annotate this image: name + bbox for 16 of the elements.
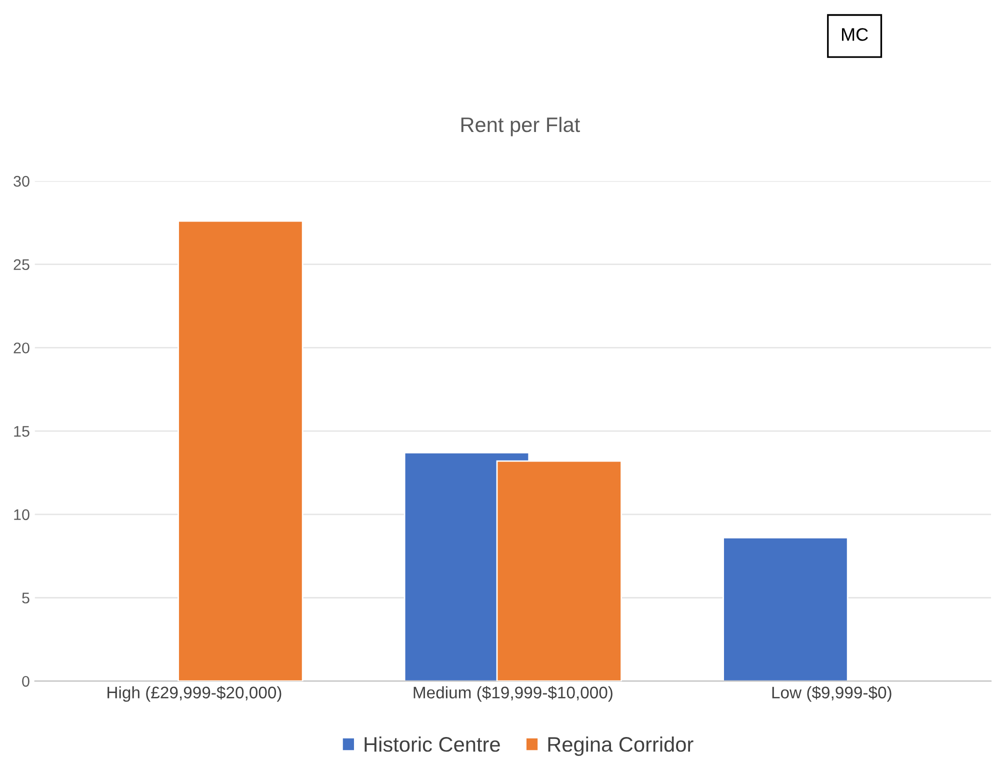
y-tick-label: 0 (22, 676, 30, 687)
x-tick-label: Low ($9,999-$0) (772, 686, 892, 702)
y-tick-label: 30 (14, 176, 30, 187)
legend-label: Regina Corridor (548, 736, 694, 756)
bar (722, 537, 848, 682)
y-tick-label: 10 (14, 509, 30, 520)
y-tick-label: 25 (14, 259, 30, 270)
bar (178, 220, 304, 682)
y-tick-label: 20 (14, 342, 30, 354)
x-tick-label: High (£29,999-$20,000) (108, 686, 282, 702)
y-tick-label: 15 (14, 426, 30, 437)
y-tick-label: 5 (22, 592, 30, 604)
x-tick-label: Medium ($19,999-$10,000) (414, 686, 612, 702)
chart-title: Rent per Flat (461, 116, 580, 136)
legend-label: Historic Centre (364, 736, 500, 752)
text: MC (842, 28, 868, 41)
